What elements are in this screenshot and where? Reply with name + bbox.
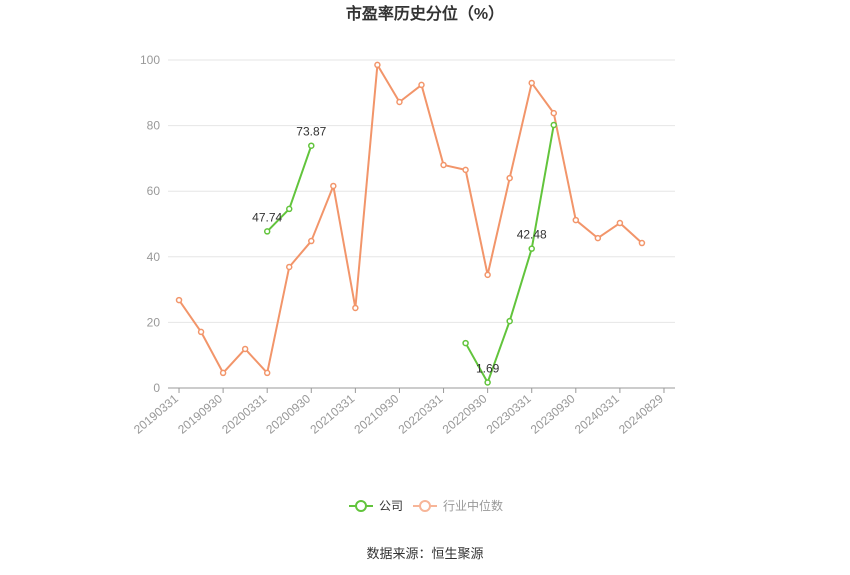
data-label: 73.87 bbox=[296, 125, 326, 139]
x-tick-label: 20190331 bbox=[131, 391, 181, 436]
data-point bbox=[506, 317, 513, 325]
data-point bbox=[528, 245, 535, 252]
data-point bbox=[263, 369, 271, 377]
data-point bbox=[484, 379, 491, 386]
data-point bbox=[241, 345, 249, 353]
series-line bbox=[178, 63, 643, 374]
x-tick-label: 20230930 bbox=[528, 391, 578, 436]
data-point bbox=[550, 109, 558, 117]
data-point bbox=[308, 237, 315, 245]
y-tick-label: 20 bbox=[147, 315, 161, 329]
y-tick-label: 80 bbox=[147, 119, 161, 133]
x-tick-label: 20190930 bbox=[175, 391, 225, 436]
data-point bbox=[418, 81, 425, 89]
data-point bbox=[484, 271, 491, 279]
x-tick-label: 20220930 bbox=[440, 391, 490, 436]
data-point bbox=[572, 216, 580, 224]
data-point bbox=[219, 369, 227, 377]
x-tick-label: 20230331 bbox=[484, 391, 534, 436]
x-tick-label: 20240829 bbox=[616, 391, 666, 436]
data-point bbox=[528, 79, 535, 87]
data-point bbox=[175, 296, 183, 304]
series-1: 47.74 73.87 1.69 42.48 bbox=[252, 121, 558, 386]
y-tick-label: 0 bbox=[153, 381, 160, 395]
data-point bbox=[352, 304, 359, 312]
x-tick-label: 20210930 bbox=[351, 391, 401, 436]
data-point bbox=[263, 228, 271, 235]
y-tick-label: 100 bbox=[140, 53, 160, 67]
data-point bbox=[506, 174, 513, 182]
data-point bbox=[285, 205, 293, 213]
legend-industry-label: 行业中位数 bbox=[443, 498, 503, 513]
legend-company-label: 公司 bbox=[379, 499, 403, 513]
x-tick-label: 20240331 bbox=[572, 391, 622, 436]
x-tick-label: 20210331 bbox=[307, 391, 357, 436]
y-tick-label: 60 bbox=[147, 184, 161, 198]
legend-industry-marker-icon bbox=[419, 500, 431, 512]
x-tick-label: 20200331 bbox=[219, 391, 269, 436]
legend-company-marker-icon bbox=[355, 500, 367, 512]
data-label: 42.48 bbox=[517, 228, 547, 242]
legend: 公司 行业中位数 bbox=[349, 498, 503, 513]
x-tick-label: 20220331 bbox=[396, 391, 446, 436]
data-point bbox=[197, 328, 205, 336]
data-point bbox=[550, 121, 558, 129]
x-tick-label: 20200930 bbox=[263, 391, 313, 436]
series-line bbox=[266, 124, 555, 384]
data-point bbox=[440, 161, 447, 169]
data-source: 数据来源：恒生聚源 bbox=[366, 546, 483, 561]
data-point bbox=[462, 339, 469, 347]
data-label: 1.69 bbox=[476, 361, 500, 375]
y-tick-label: 40 bbox=[147, 250, 161, 264]
data-label: 47.74 bbox=[252, 210, 282, 224]
legend-item-industry[interactable]: 行业中位数 bbox=[413, 498, 503, 513]
data-point bbox=[330, 182, 337, 190]
chart-title: 市盈率历史分位（%） bbox=[346, 4, 504, 23]
series-0 bbox=[175, 61, 646, 377]
plot-area: 0 20 40 60 80 100 2019033120190930202003312020… bbox=[131, 53, 675, 437]
data-point bbox=[616, 219, 624, 227]
data-point bbox=[638, 239, 646, 247]
data-point bbox=[462, 166, 469, 174]
data-point bbox=[374, 61, 381, 69]
data-point bbox=[285, 263, 293, 271]
data-point bbox=[396, 98, 403, 106]
data-point bbox=[308, 142, 315, 149]
data-point bbox=[594, 234, 602, 242]
legend-item-company[interactable]: 公司 bbox=[349, 499, 403, 513]
